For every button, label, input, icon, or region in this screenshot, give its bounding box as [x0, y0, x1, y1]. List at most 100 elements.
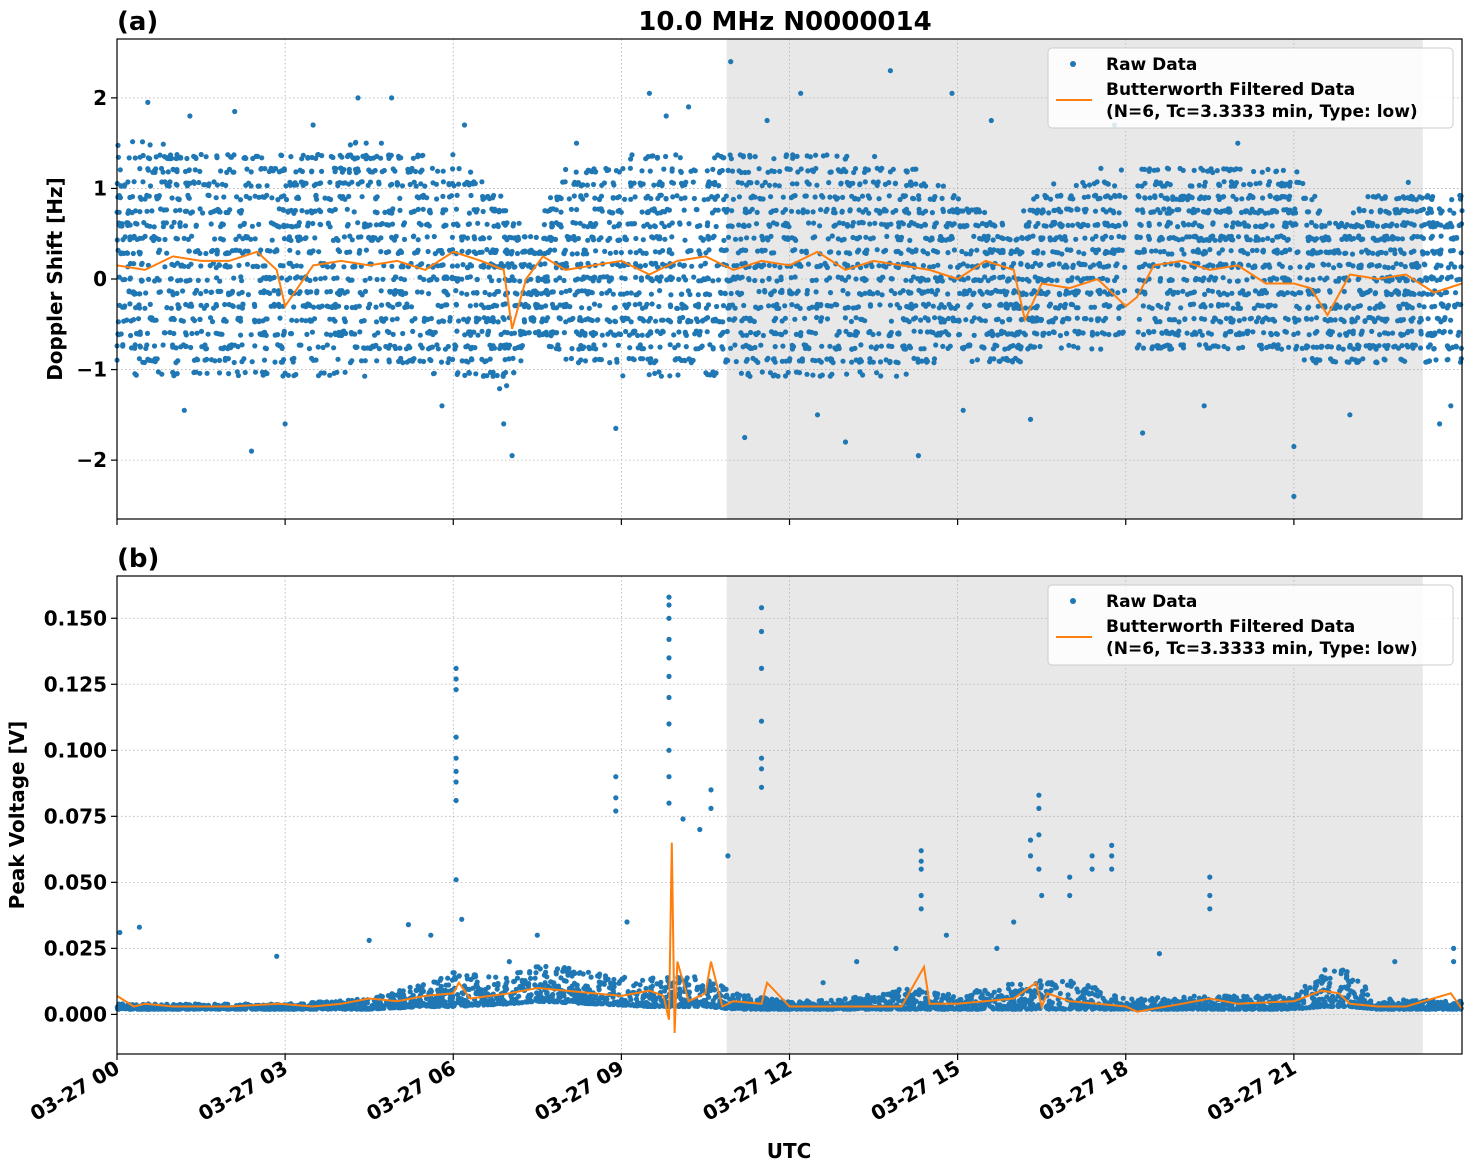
raw-point: [932, 275, 939, 281]
raw-point: [869, 263, 875, 270]
raw-point: [570, 219, 576, 226]
raw-point: [300, 152, 306, 158]
raw-point: [1313, 315, 1320, 321]
raw-point: [283, 183, 289, 189]
raw-point: [903, 277, 909, 283]
raw-point: [464, 264, 470, 271]
raw-point: [841, 236, 847, 242]
raw-point: [1304, 277, 1310, 283]
raw-point: [339, 169, 345, 175]
raw-point: [1367, 287, 1373, 294]
raw-point: [1246, 181, 1253, 187]
raw-point: [1401, 251, 1407, 257]
raw-point: [336, 303, 342, 309]
raw-point: [766, 303, 772, 309]
raw-point: [712, 155, 718, 161]
raw-point: [1235, 220, 1241, 226]
raw-point: [1318, 343, 1324, 349]
raw-point: [1403, 207, 1409, 213]
raw-point: [411, 179, 417, 185]
raw-point: [572, 292, 578, 298]
raw-point: [1454, 277, 1460, 283]
raw-point: [1054, 277, 1060, 283]
raw-point: [269, 237, 275, 243]
raw-point: [386, 222, 392, 228]
raw-point: [1239, 196, 1245, 202]
raw-point: [876, 331, 882, 337]
raw-point: [1305, 343, 1311, 350]
raw-point: [565, 236, 572, 243]
raw-point: [1381, 356, 1387, 362]
raw-point: [681, 274, 687, 280]
raw-point: [201, 182, 207, 188]
raw-point: [840, 194, 846, 200]
raw-point: [125, 179, 131, 185]
raw-point: [751, 235, 757, 241]
raw-point: [1081, 194, 1087, 200]
raw-point: [1223, 315, 1229, 322]
raw-point: [382, 209, 388, 215]
raw-point: [1308, 219, 1315, 226]
raw-point: [667, 373, 673, 379]
raw-point: [814, 182, 820, 188]
raw-point: [703, 305, 710, 311]
raw-point: [568, 355, 575, 362]
raw-point: [571, 193, 577, 199]
raw-point: [485, 332, 491, 338]
raw-point: [802, 345, 809, 351]
raw-point: [1110, 208, 1116, 214]
raw-point: [859, 219, 865, 225]
raw-point: [890, 166, 896, 172]
raw-point: [1184, 277, 1190, 283]
raw-point: [654, 275, 660, 281]
raw-point: [933, 248, 939, 255]
raw-point: [759, 278, 766, 284]
raw-point: [151, 343, 158, 349]
raw-point: [897, 305, 903, 311]
raw-point: [1359, 291, 1366, 298]
raw-point: [331, 345, 337, 351]
raw-point: [296, 342, 302, 348]
raw-point: [631, 357, 637, 363]
raw-point: [1046, 210, 1052, 216]
raw-point: [1452, 304, 1458, 310]
raw-point: [658, 373, 665, 379]
raw-point: [1419, 195, 1425, 201]
raw-point: [593, 346, 599, 352]
raw-point: [142, 305, 148, 311]
raw-point: [468, 169, 474, 175]
raw-point: [842, 156, 848, 162]
raw-point: [367, 275, 373, 281]
raw-point: [657, 344, 663, 350]
raw-point: [1292, 316, 1298, 322]
raw-point: [627, 165, 634, 171]
raw-point: [571, 233, 577, 240]
raw-point: [995, 233, 1001, 240]
raw-point: [782, 303, 788, 309]
raw-point: [213, 301, 219, 308]
raw-point: [818, 318, 824, 324]
raw-point: [1175, 289, 1181, 296]
raw-point: [812, 234, 818, 240]
raw-point: [999, 319, 1006, 325]
raw-point: [911, 196, 917, 202]
raw-point: [408, 304, 415, 310]
raw-point: [550, 289, 556, 295]
raw-point: [593, 330, 599, 337]
raw-point: [894, 234, 900, 240]
raw-point: [1275, 181, 1282, 187]
raw-point: [386, 303, 393, 309]
raw-point: [610, 291, 616, 297]
raw-point: [454, 328, 460, 334]
raw-point: [751, 318, 757, 325]
raw-point: [628, 319, 634, 325]
raw-point: [384, 328, 390, 334]
raw-point: [1309, 197, 1315, 203]
raw-point: [638, 275, 645, 281]
raw-point: [809, 277, 815, 284]
raw-point: [131, 317, 137, 323]
raw-point: [264, 183, 270, 189]
raw-point: [535, 277, 541, 284]
raw-point: [1203, 342, 1209, 348]
raw-point: [729, 208, 735, 214]
